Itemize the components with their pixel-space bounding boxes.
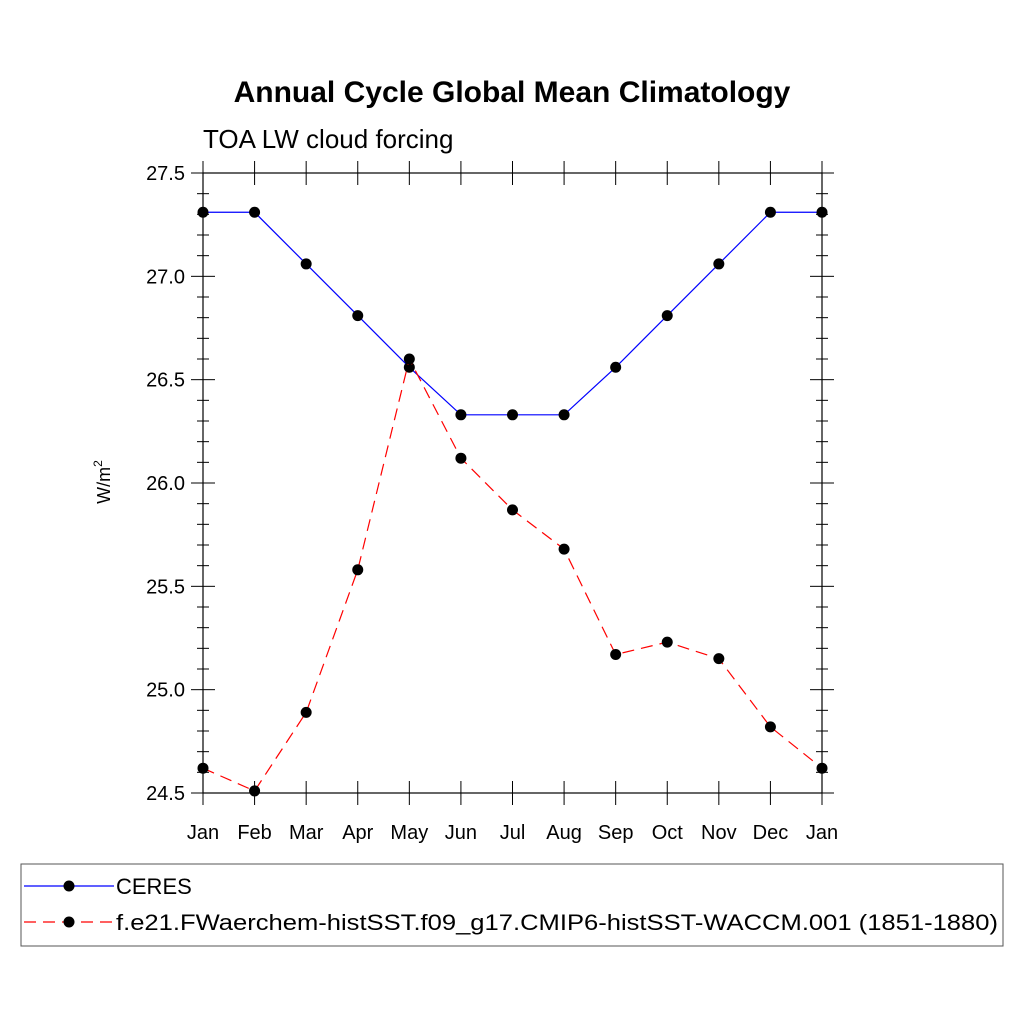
data-point bbox=[300, 706, 312, 718]
data-point bbox=[713, 653, 725, 665]
series-line bbox=[203, 211, 822, 416]
chart-subtitle: TOA LW cloud forcing bbox=[203, 124, 453, 154]
y-tick-label: 27.0 bbox=[146, 266, 185, 288]
x-tick-label: Apr bbox=[342, 822, 373, 844]
plot-frame bbox=[202, 172, 823, 794]
data-point bbox=[249, 206, 261, 218]
x-tick-label: Aug bbox=[546, 822, 582, 844]
svg-text:W/m2: W/m2 bbox=[91, 460, 114, 504]
y-tick-label: 24.5 bbox=[146, 783, 185, 805]
series-ceres bbox=[197, 206, 828, 421]
legend-item-ceres: CERES bbox=[24, 874, 192, 899]
data-point bbox=[713, 258, 725, 270]
series-layer bbox=[197, 206, 828, 797]
x-tick-label: Dec bbox=[753, 822, 789, 844]
y-tick-label: 26.5 bbox=[146, 370, 185, 392]
x-tick-label: Jan bbox=[187, 822, 219, 844]
legend-marker-model bbox=[63, 916, 75, 928]
data-point bbox=[455, 409, 467, 421]
y-tick-label: 26.0 bbox=[146, 473, 185, 495]
x-tick-label: Oct bbox=[652, 822, 684, 844]
x-tick-label: Nov bbox=[701, 822, 737, 844]
data-point bbox=[558, 543, 570, 555]
data-point bbox=[816, 206, 828, 218]
y-axis-label: W/m2 bbox=[91, 460, 114, 504]
axis-ticks bbox=[191, 161, 834, 805]
y-axis-label-text: W/m bbox=[94, 467, 114, 504]
data-point bbox=[507, 504, 518, 516]
data-point bbox=[507, 409, 518, 421]
data-point bbox=[661, 636, 673, 648]
x-tick-label: May bbox=[390, 822, 428, 844]
x-tick-labels: Jan Feb Mar Apr May Jun Jul Aug Sep Oct Nov Dec Jan bbox=[187, 822, 838, 844]
data-point bbox=[403, 361, 415, 373]
data-point bbox=[610, 361, 622, 373]
data-point bbox=[249, 785, 261, 797]
legend: CERES f.e21.FWaerchem-histSST.f09_g17.CM… bbox=[20, 863, 1004, 947]
x-tick-label: Jan bbox=[806, 822, 838, 844]
chart-title: Annual Cycle Global Mean Climatology bbox=[234, 76, 791, 109]
x-tick-label: Feb bbox=[237, 822, 271, 844]
legend-item-model: f.e21.FWaerchem-histSST.f09_g17.CMIP6-hi… bbox=[24, 910, 998, 935]
x-tick-label: Sep bbox=[598, 822, 634, 844]
data-point bbox=[455, 452, 467, 464]
x-tick-label: Mar bbox=[289, 822, 324, 844]
data-point bbox=[197, 762, 209, 774]
data-point bbox=[558, 409, 570, 421]
legend-box bbox=[20, 863, 1004, 947]
data-point bbox=[197, 206, 209, 218]
x-tick-label: Jun bbox=[445, 822, 477, 844]
series-model bbox=[197, 353, 828, 797]
y-tick-label: 25.5 bbox=[146, 576, 185, 598]
data-point bbox=[764, 721, 776, 733]
data-point bbox=[661, 310, 673, 322]
y-tick-label: 27.5 bbox=[146, 163, 185, 185]
data-point bbox=[352, 564, 364, 576]
series-line bbox=[202, 357, 823, 792]
data-point bbox=[352, 310, 364, 322]
data-point bbox=[610, 649, 622, 661]
legend-label-model: f.e21.FWaerchem-histSST.f09_g17.CMIP6-hi… bbox=[116, 910, 998, 935]
legend-label-ceres: CERES bbox=[116, 874, 192, 899]
x-tick-label: Jul bbox=[500, 822, 526, 844]
y-axis-label-superscript: 2 bbox=[91, 460, 105, 467]
data-point bbox=[300, 258, 312, 270]
data-point bbox=[816, 762, 828, 774]
data-point bbox=[403, 353, 415, 365]
data-point bbox=[764, 206, 776, 218]
y-tick-label: 25.0 bbox=[146, 680, 185, 702]
legend-marker-ceres bbox=[63, 880, 75, 892]
y-tick-labels: 24.5 25.0 25.5 26.0 26.5 27.0 27.5 bbox=[146, 163, 185, 805]
